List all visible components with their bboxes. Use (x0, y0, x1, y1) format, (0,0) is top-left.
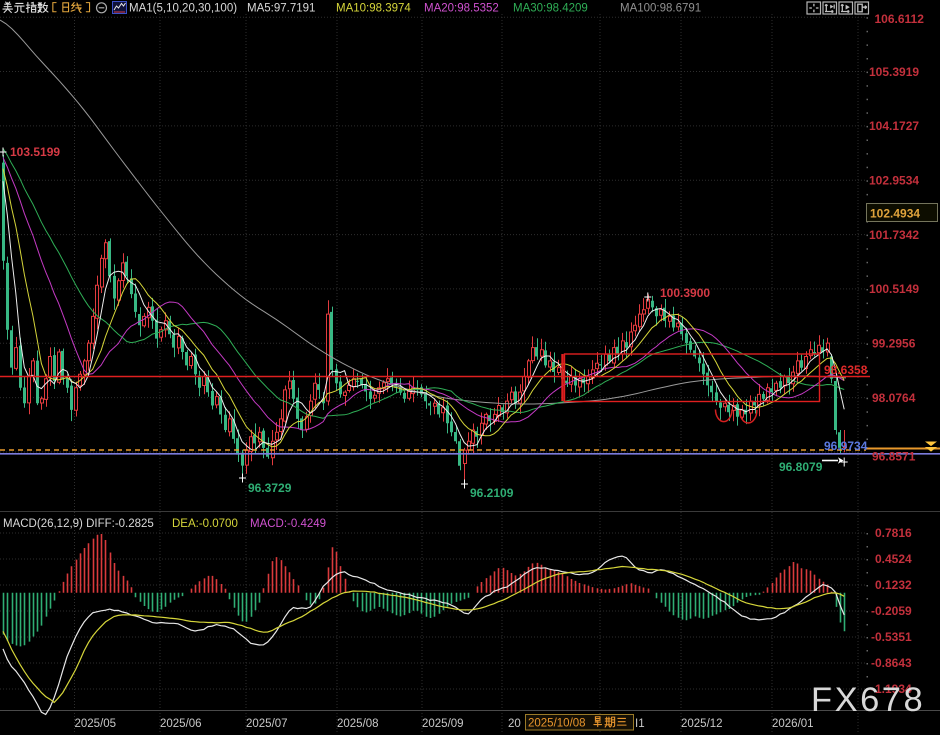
svg-text:20: 20 (508, 718, 521, 730)
svg-text:2025/10/08: 2025/10/08 (528, 718, 586, 730)
svg-text:100.3900: 100.3900 (660, 286, 710, 300)
svg-text:102.4934: 102.4934 (870, 207, 920, 221)
svg-text:-0.8643: -0.8643 (871, 656, 912, 670)
svg-text:DEA:-0.0700: DEA:-0.0700 (172, 518, 238, 530)
svg-text:-1.1934: -1.1934 (871, 682, 912, 696)
svg-text:96.8079: 96.8079 (779, 460, 823, 474)
svg-text:102.9534: 102.9534 (869, 173, 919, 187)
svg-text:0.4524: 0.4524 (875, 552, 912, 566)
svg-text:MA1(5,10,20,30,100): MA1(5,10,20,30,100) (129, 3, 237, 15)
svg-text:MA5:97.7191: MA5:97.7191 (247, 3, 315, 15)
svg-text:-0.2059: -0.2059 (871, 604, 912, 618)
svg-text:2025/09: 2025/09 (422, 718, 464, 730)
svg-text:98.6358: 98.6358 (824, 363, 868, 377)
svg-text:2025/08: 2025/08 (337, 718, 379, 730)
svg-text:100.5149: 100.5149 (869, 282, 919, 296)
svg-text:2025/07: 2025/07 (246, 718, 288, 730)
svg-text:0.7816: 0.7816 (875, 526, 912, 540)
svg-text:2025/12: 2025/12 (681, 718, 723, 730)
svg-text:96.3729: 96.3729 (248, 481, 292, 495)
svg-text:101.7342: 101.7342 (869, 228, 919, 242)
svg-text:106.6112: 106.6112 (875, 12, 925, 26)
svg-text:MA100:98.6791: MA100:98.6791 (620, 3, 701, 15)
svg-text:99.2956: 99.2956 (872, 337, 916, 351)
svg-text:MA20:98.5352: MA20:98.5352 (424, 3, 499, 15)
svg-text:96.8571: 96.8571 (872, 450, 916, 464)
svg-text:MACD(26,12,9) DIFF:-0.2825: MACD(26,12,9) DIFF:-0.2825 (3, 518, 154, 530)
svg-text:MACD:-0.4249: MACD:-0.4249 (250, 518, 326, 530)
svg-text:96.2109: 96.2109 (470, 486, 514, 500)
svg-text:I1: I1 (635, 718, 645, 730)
svg-text:-0.5351: -0.5351 (871, 630, 912, 644)
svg-text:FX678: FX678 (811, 681, 925, 719)
svg-text:98.0764: 98.0764 (872, 391, 916, 405)
svg-text:104.1727: 104.1727 (869, 119, 919, 133)
svg-text:103.5199: 103.5199 (10, 145, 60, 159)
svg-text:2026/01: 2026/01 (772, 718, 814, 730)
svg-text:2025/05: 2025/05 (75, 718, 117, 730)
svg-text:105.3919: 105.3919 (869, 65, 919, 79)
svg-text:MA10:98.3974: MA10:98.3974 (336, 3, 411, 15)
svg-text:2025/06: 2025/06 (160, 718, 202, 730)
svg-text:MA30:98.4209: MA30:98.4209 (513, 3, 588, 15)
svg-text:0.1232: 0.1232 (875, 578, 912, 592)
svg-text:96.9734: 96.9734 (824, 439, 868, 453)
